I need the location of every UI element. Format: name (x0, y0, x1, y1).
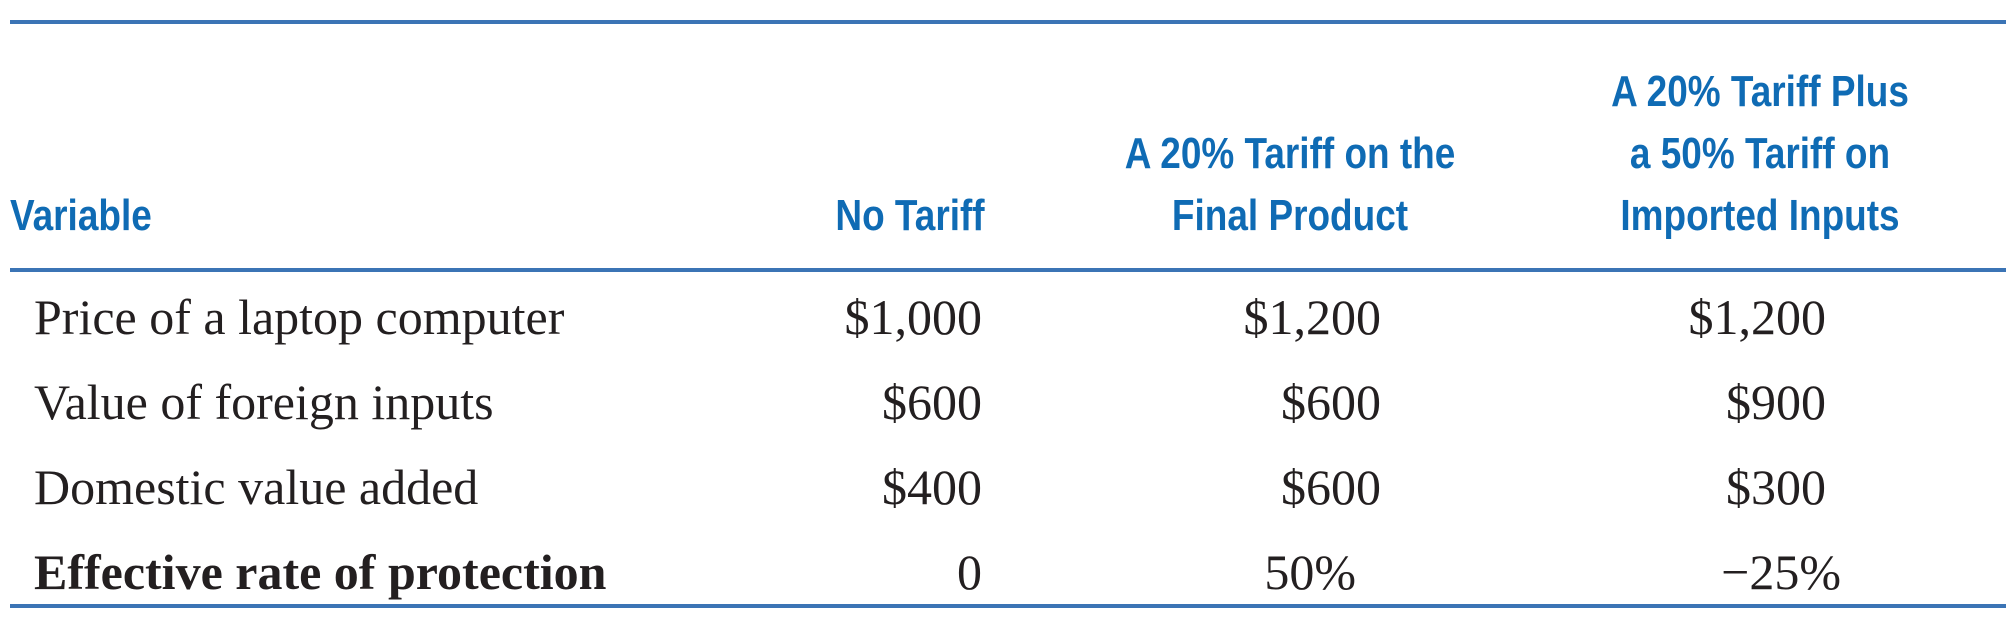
table-row-price: Price of a laptop computer $1,000 $1,200… (10, 275, 2006, 359)
cell-no-tariff: 0 (957, 544, 982, 600)
header-tariff-plus-line-3: Imported Inputs (1620, 191, 1900, 240)
table-row-domestic-value: Domestic value added $400 $600 $300 (10, 445, 2006, 529)
row-label: Value of foreign inputs (34, 374, 494, 430)
cell-tariff-final: $1,200 (1243, 289, 1382, 345)
header-tariff-final-product: A 20% Tariff on the Final Product (1105, 123, 1475, 247)
cell-tariff-final: $600 (1281, 374, 1381, 430)
cell-tariff-plus-inputs: $1,200 (1688, 289, 1827, 345)
header-tariff-plus-line-2: a 50% Tariff on (1629, 129, 1891, 178)
header-tariff-final-line-1: A 20% Tariff on the (1124, 129, 1456, 178)
cell-tariff-plus-inputs: −25% (1721, 544, 1841, 600)
cell-tariff-plus-inputs: $300 (1726, 459, 1826, 515)
header-tariff-plus-inputs: A 20% Tariff Plus a 50% Tariff on Import… (1567, 61, 1953, 247)
table-row-effective-rate: Effective rate of protection 0 50% −25% (10, 530, 2006, 614)
cell-no-tariff: $600 (882, 374, 982, 430)
header-tariff-plus-line-1: A 20% Tariff Plus (1611, 67, 1909, 116)
header-bottom-rule (10, 268, 2006, 272)
header-variable-text: Variable (10, 191, 152, 240)
cell-tariff-final: 50% (1264, 544, 1356, 600)
cell-no-tariff: $1,000 (844, 289, 983, 345)
table-top-rule (10, 20, 2006, 24)
table-row-foreign-inputs: Value of foreign inputs $600 $600 $900 (10, 360, 2006, 444)
cell-tariff-final: $600 (1281, 459, 1381, 515)
cell-tariff-plus-inputs: $900 (1726, 374, 1826, 430)
header-variable: Variable (10, 185, 152, 247)
header-no-tariff-line-1: No Tariff (835, 191, 985, 240)
table-bottom-rule (10, 604, 2006, 608)
row-label: Domestic value added (34, 459, 479, 515)
cell-no-tariff: $400 (882, 459, 982, 515)
header-no-tariff: No Tariff (818, 185, 1003, 247)
row-label: Price of a laptop computer (34, 289, 565, 345)
header-tariff-final-line-2: Final Product (1171, 191, 1409, 240)
row-label: Effective rate of protection (34, 544, 607, 600)
